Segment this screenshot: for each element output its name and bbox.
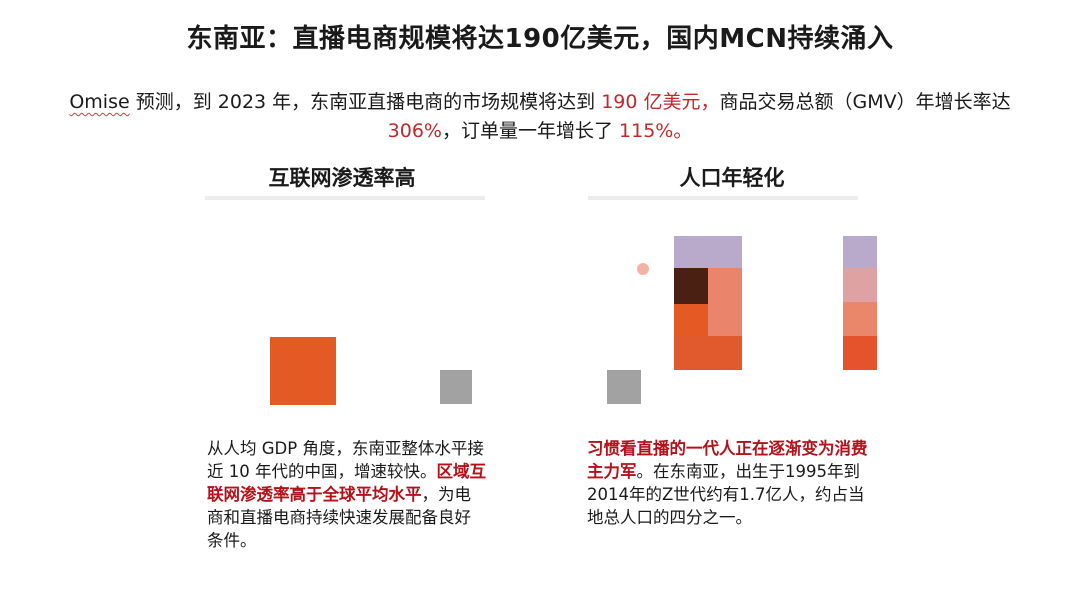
right-bar-orange (843, 336, 877, 370)
intro-text-3: ，订单量一年增长了 (441, 120, 620, 142)
left-heading: 互联网渗透率高 (268, 166, 416, 190)
left-text-2: ，为电商和直播电商持续快速发展配备良好条件。 (207, 485, 471, 550)
left-faded-caption (205, 196, 485, 200)
intro-market-size: 190 亿美元， (601, 91, 720, 113)
right-heading: 人口年轻化 (679, 166, 785, 190)
intro-paragraph: Omise 预测，到 2023 年，东南亚直播电商的市场规模将达到 190 亿美… (50, 88, 1030, 146)
right-bar-pink (843, 268, 877, 302)
left-orange-block (270, 337, 336, 405)
right-highlight: 习惯看直播的一代人正在逐渐变为消费主力军 (587, 439, 868, 481)
intro-text-2: 商品交易总额（GMV）年增长率达 (719, 91, 1011, 113)
right-stack-orange (674, 304, 708, 336)
right-grey-block (607, 370, 641, 404)
right-text: 。在东南亚，出生于1995年到2014年的Z世代约有1.7亿人，约占当地总人口的… (587, 462, 865, 527)
right-body-text: 习惯看直播的一代人正在逐渐变为消费主力军。在东南亚，出生于1995年到2014年… (587, 437, 877, 529)
left-grey-block (440, 370, 472, 404)
left-body-text: 从人均 GDP 角度，东南亚整体水平接近 10 年代的中国，增速较快。区域互联网… (207, 437, 487, 552)
right-stack-bottom (674, 336, 742, 370)
left-highlight: 区域互联网渗透率高于全球平均水平 (207, 462, 486, 504)
intro-brand: Omise (69, 91, 130, 113)
right-bar-salmon (843, 302, 877, 336)
right-small-dot (637, 263, 649, 275)
page-title: 东南亚：直播电商规模将达190亿美元，国内MCN持续涌入 (186, 24, 894, 54)
intro-order-growth: 115%。 (619, 120, 693, 142)
right-bar-lavender (843, 236, 877, 268)
intro-gmv-growth: 306% (387, 120, 442, 142)
intro-text-1: 预测，到 2023 年，东南亚直播电商的市场规模将达到 (129, 91, 602, 113)
right-stack-dark-brown (674, 268, 708, 304)
right-stack-lavender (674, 236, 742, 268)
right-stack-salmon (708, 268, 742, 336)
right-faded-caption (588, 196, 858, 200)
left-text-1: 从人均 GDP 角度，东南亚整体水平接近 10 年代的中国，增速较快。 (207, 439, 484, 481)
